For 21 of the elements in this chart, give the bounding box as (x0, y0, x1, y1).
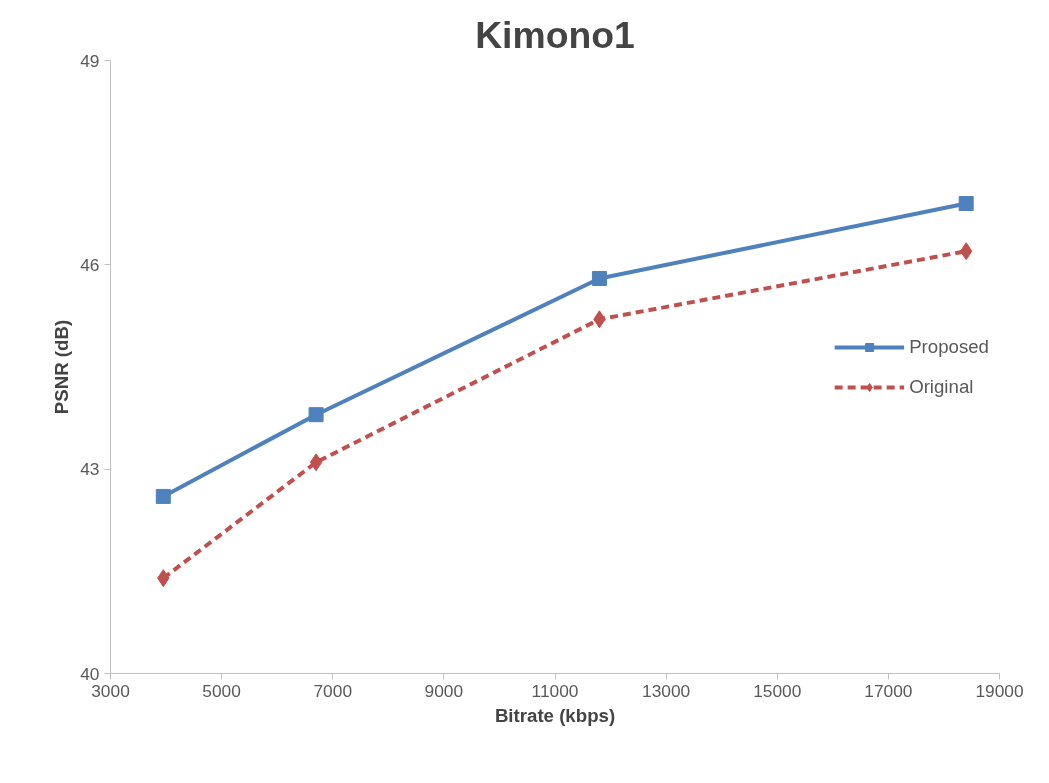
point (958, 196, 974, 212)
point (155, 488, 171, 504)
y-axis-title: PSNR (dB) (51, 319, 73, 415)
x-tick-label: 19000 (975, 680, 1024, 701)
x-tick-label: 9000 (424, 680, 464, 701)
point (591, 270, 607, 286)
x-tick-label: 5000 (202, 680, 241, 701)
x-axis-title: Bitrate (kbps) (494, 704, 616, 726)
legend-label: Proposed (909, 335, 989, 358)
x-tick-label: 17000 (864, 680, 913, 701)
legend-label: Original (909, 375, 974, 398)
y-tick-label: 46 (80, 254, 100, 275)
x-tick-label: 11000 (531, 680, 579, 701)
point (308, 407, 324, 423)
x-tick-label: 15000 (753, 680, 802, 701)
x-tick-label: 7000 (313, 680, 353, 701)
y-tick-label: 49 (80, 50, 100, 71)
y-tick-label: 43 (80, 459, 100, 480)
chart-title: Kimono1 (475, 13, 635, 56)
point (309, 453, 323, 472)
x-tick-label: 13000 (642, 680, 691, 701)
